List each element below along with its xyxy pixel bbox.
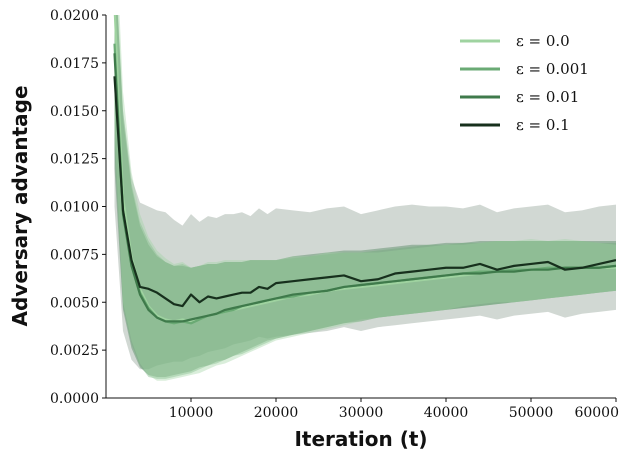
- x-tick-label: 20000: [254, 405, 299, 421]
- x-tick-label: 50000: [509, 405, 554, 421]
- y-tick-label: 0.0000: [50, 391, 99, 407]
- confidence-band: [114, 15, 616, 379]
- y-tick-label: 0.0125: [50, 152, 99, 168]
- legend-label: ε = 0.1: [516, 116, 570, 134]
- y-tick-label: 0.0150: [50, 104, 99, 120]
- y-tick-label: 0.0075: [50, 247, 99, 263]
- x-tick-label: 60000: [574, 405, 619, 421]
- x-tick-label: 30000: [339, 405, 384, 421]
- y-tick-label: 0.0100: [50, 200, 99, 216]
- legend-label: ε = 0.001: [516, 60, 589, 78]
- x-tick-label: 10000: [169, 405, 214, 421]
- tick-marks: 0.0000 0.0025 0.0050 0.0075 0.0100 0.0125 0.01…: [50, 8, 619, 421]
- series-line: [113, 76, 616, 308]
- series-line: [113, 53, 616, 323]
- x-tick-label: 40000: [424, 405, 469, 421]
- series-lines: [113, 15, 616, 325]
- y-axis-title: Adversary advantage: [8, 85, 32, 326]
- y-tick-label: 0.0200: [50, 8, 99, 24]
- x-axis-title: Iteration (t): [294, 427, 427, 451]
- y-tick-label: 0.0175: [50, 56, 99, 72]
- confidence-band: [114, 15, 616, 381]
- y-tick-label: 0.0025: [50, 343, 99, 359]
- legend: ε = 0.0 ε = 0.001 ε = 0.01 ε = 0.1: [460, 32, 589, 134]
- confidence-band: [114, 15, 616, 370]
- confidence-bands: [114, 15, 616, 381]
- legend-label: ε = 0.01: [516, 88, 579, 106]
- y-tick-label: 0.0050: [50, 295, 99, 311]
- confidence-band: [114, 15, 616, 377]
- legend-label: ε = 0.0: [516, 32, 570, 50]
